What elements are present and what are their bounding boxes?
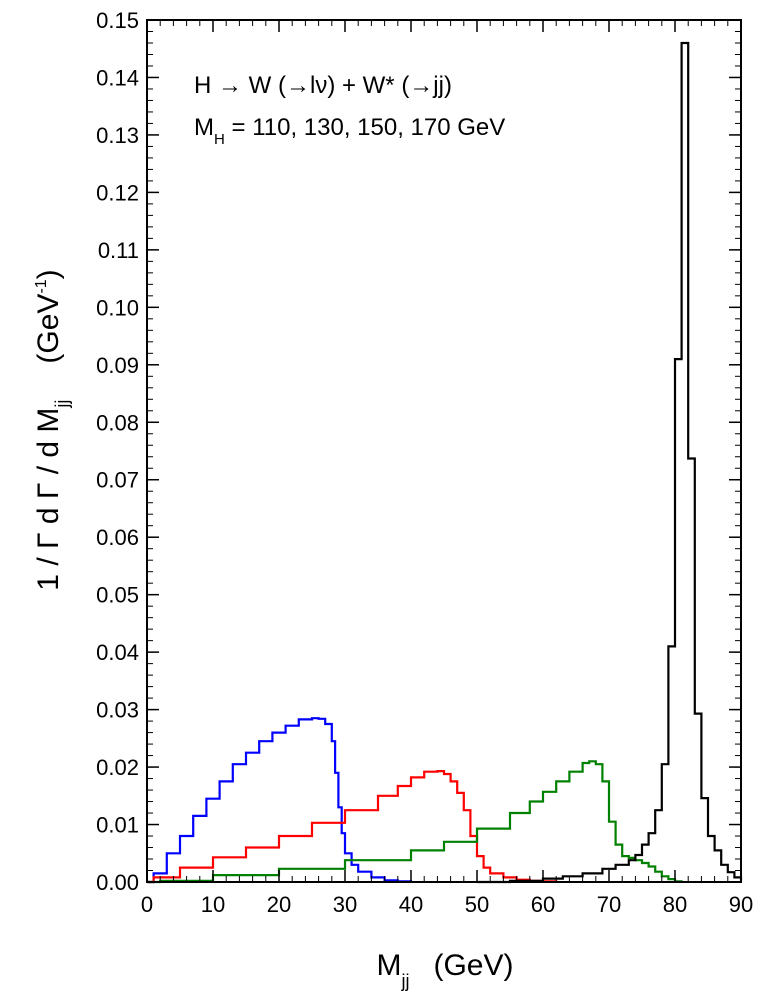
y-axis-title: 1 / Γ d Γ / d Mjj(GeV-1) xyxy=(32,269,72,590)
y-tick-label: 0.14 xyxy=(96,65,139,90)
series-line-3 xyxy=(147,760,683,884)
x-tick-label: 30 xyxy=(333,892,357,917)
y-tick-label: 0.11 xyxy=(98,238,139,263)
x-axis-title: Mjj (GeV) xyxy=(376,949,513,991)
series-layer xyxy=(147,41,743,884)
y-tick-label: 0.01 xyxy=(96,813,139,838)
series-line-4 xyxy=(477,41,743,884)
x-tick-label: 80 xyxy=(663,892,687,917)
x-tick-label: 50 xyxy=(465,892,489,917)
y-tick-label: 0.13 xyxy=(96,123,139,148)
y-tick-label: 0.07 xyxy=(96,468,139,493)
y-tick-label: 0.09 xyxy=(96,353,139,378)
x-tick-label: 40 xyxy=(399,892,423,917)
x-tick-label: 10 xyxy=(201,892,225,917)
x-tick-label: 20 xyxy=(267,892,291,917)
x-tick-label: 70 xyxy=(597,892,621,917)
chart-annotation-line2: MH = 110, 130, 150, 170 GeV xyxy=(194,114,505,148)
y-tick-label: 0.04 xyxy=(96,640,139,665)
y-tick-label: 0.02 xyxy=(96,755,139,780)
y-tick-label: 0.08 xyxy=(96,410,139,435)
y-tick-label: 0.10 xyxy=(96,295,139,320)
x-tick-label: 60 xyxy=(531,892,555,917)
x-tick-label: 90 xyxy=(729,892,753,917)
plot-frame xyxy=(146,19,742,883)
y-tick-label: 0.12 xyxy=(96,180,139,205)
y-tick-label: 0.06 xyxy=(96,525,139,550)
ticks-layer: 0 10 20 30 40 50 60 70 80 90 0.00 0.01 0.02 0.03 0.04 0… xyxy=(96,8,753,917)
y-tick-label: 0.05 xyxy=(96,583,139,608)
y-tick-label: 0.15 xyxy=(96,8,139,33)
chart-annotation-line1: H → W (→lν) + W* (→jj) xyxy=(194,72,452,99)
x-tick-label: 0 xyxy=(141,892,153,917)
y-tick-label: 0.00 xyxy=(96,870,139,895)
series-line-1 xyxy=(147,717,413,884)
y-tick-label: 0.03 xyxy=(96,698,139,723)
